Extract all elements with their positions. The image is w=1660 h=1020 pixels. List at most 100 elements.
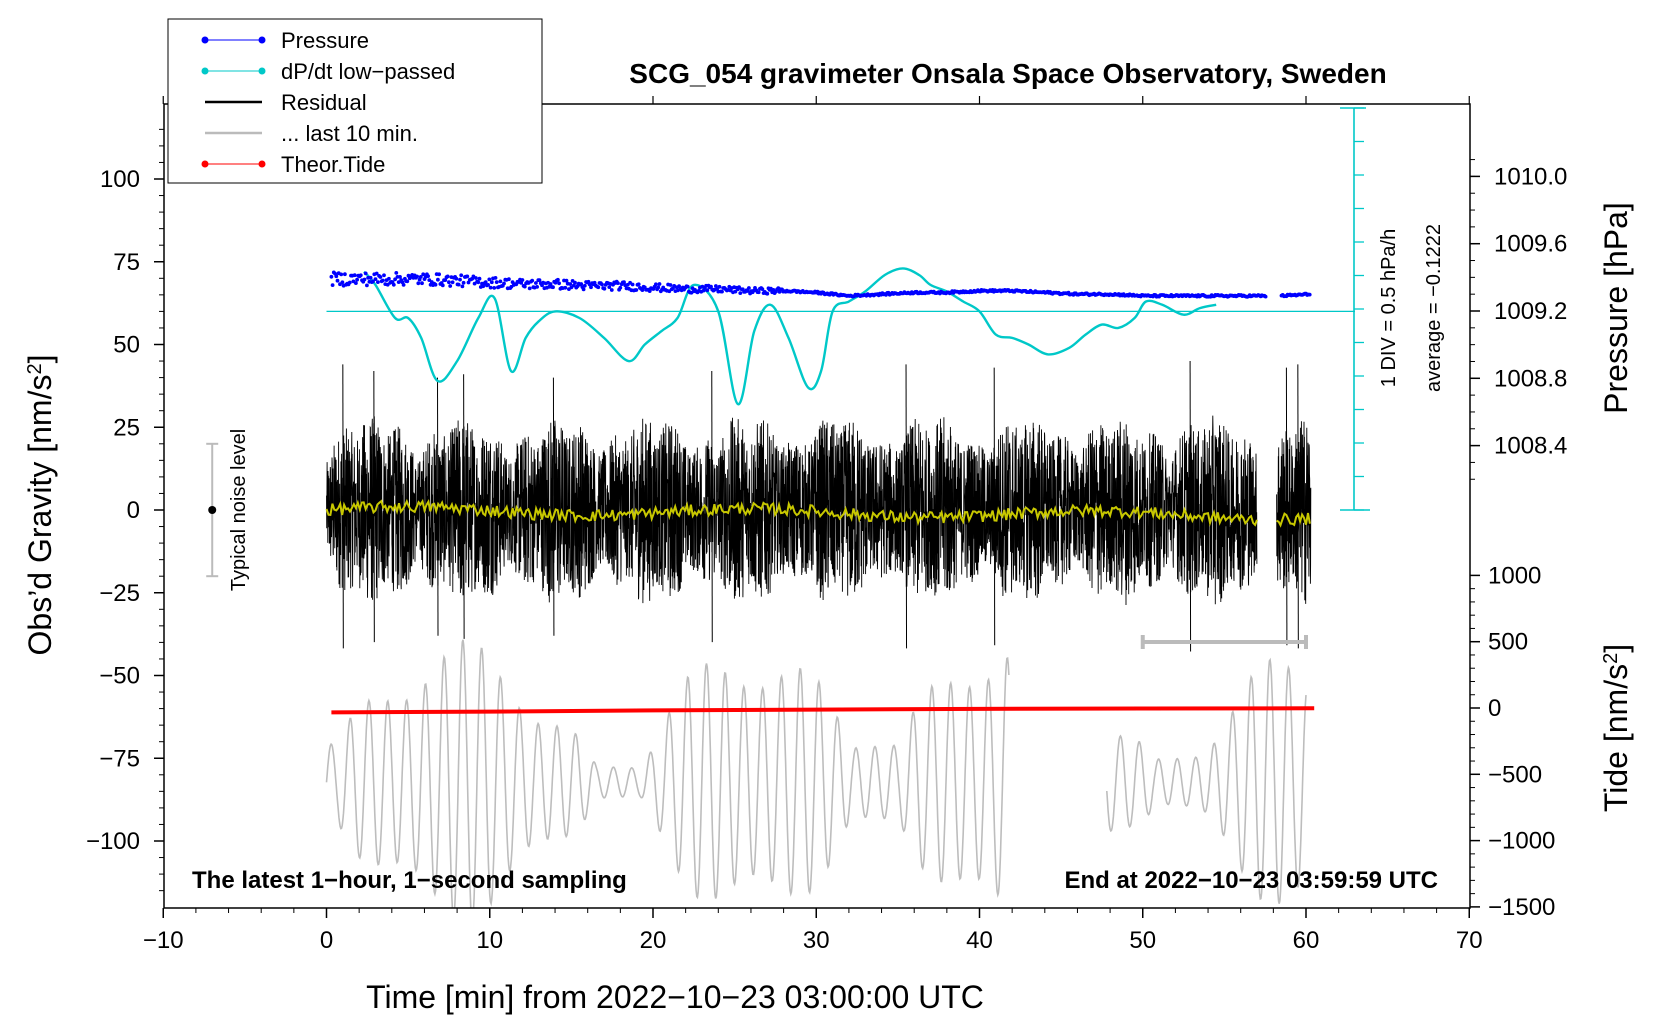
sampling-note: The latest 1−hour, 1−second sampling <box>192 867 627 894</box>
pressure-point <box>709 284 713 289</box>
pressure-point <box>760 287 765 291</box>
pressure-point <box>380 278 385 283</box>
pressure-point <box>498 279 503 284</box>
pressure-point <box>335 278 340 283</box>
pressure-point <box>450 280 455 285</box>
pressure-point <box>738 291 743 295</box>
pressure-point <box>607 285 612 289</box>
left-tick-label: −50 <box>99 663 140 690</box>
pressure-point <box>622 280 626 285</box>
pressure-point <box>492 286 497 290</box>
chart-title: SCG_054 gravimeter Onsala Space Observat… <box>629 58 1386 89</box>
pressure-point <box>363 271 368 276</box>
pressure-point <box>488 285 493 290</box>
pressure-point <box>443 278 448 282</box>
legend-marker <box>258 160 266 168</box>
left-tick-label: 25 <box>113 414 140 441</box>
pressure-point <box>398 275 402 279</box>
last-10-min-series <box>325 639 1307 908</box>
pressure-point <box>527 286 532 291</box>
residual-line <box>326 415 1258 606</box>
pressure-point <box>387 276 391 281</box>
pressure-point <box>415 274 419 279</box>
noise-level-indicator: Typical noise level <box>206 429 250 591</box>
pressure-point <box>714 284 718 288</box>
left-tick-label: −100 <box>86 828 140 855</box>
pressure-point <box>640 288 645 292</box>
pressure-point <box>568 282 573 286</box>
pressure-point <box>494 280 499 284</box>
pressure-point <box>519 281 524 285</box>
pressure-point <box>656 285 661 290</box>
pressure-point <box>401 283 406 287</box>
pressure-point <box>502 281 506 286</box>
pressure-series <box>329 270 1312 299</box>
tide-tick-label: −1500 <box>1488 894 1555 921</box>
legend: Pressure dP/dt low−passed Residual ... last… <box>167 18 543 184</box>
dpdt-average-note: average = −0.1222 <box>1423 224 1445 392</box>
pressure-point <box>616 281 620 285</box>
pressure-point <box>582 283 587 288</box>
pressure-point <box>657 282 662 286</box>
pressure-point <box>365 283 369 288</box>
pressure-point <box>347 280 352 285</box>
x-tick-label: 30 <box>803 927 830 954</box>
pressure-point <box>421 272 426 277</box>
pressure-point <box>720 289 724 294</box>
left-tick-label: −25 <box>99 580 140 607</box>
pressure-point <box>647 289 652 293</box>
pressure-point <box>548 282 553 286</box>
x-tick-label: 20 <box>640 927 667 954</box>
ten-minute-marker <box>1140 635 1308 649</box>
pressure-point <box>685 284 690 289</box>
pressure-point <box>329 274 334 279</box>
legend-label: Pressure <box>281 28 369 53</box>
last-10-min-line <box>325 639 1010 908</box>
pressure-point <box>600 282 604 287</box>
pressure-point <box>378 275 383 279</box>
pressure-point <box>589 285 593 290</box>
left-tick-label: 100 <box>100 166 140 193</box>
pressure-point <box>557 281 561 286</box>
legend-label: dP/dt low−passed <box>281 59 455 84</box>
pressure-point <box>416 281 421 286</box>
pressure-point <box>487 277 492 282</box>
pressure-point <box>602 286 607 291</box>
x-tick-label: 70 <box>1456 927 1483 954</box>
pressure-point <box>445 274 450 279</box>
pressure-point <box>440 283 445 288</box>
pressure-point <box>458 277 462 282</box>
dpdt-line <box>363 267 1217 406</box>
pressure-point <box>551 285 555 290</box>
noise-level-label: Typical noise level <box>228 429 250 591</box>
pressure-point <box>330 283 335 287</box>
pressure-point <box>737 285 741 289</box>
pressure-point <box>579 282 584 286</box>
pressure-point <box>530 278 535 283</box>
pressure-point <box>371 279 375 284</box>
pressure-point <box>437 272 441 277</box>
left-tick-label: 50 <box>113 332 140 359</box>
x-axis: −10 0 10 20 30 40 50 60 70 <box>143 96 1483 954</box>
pressure-point <box>420 281 424 286</box>
pressure-point <box>460 284 465 289</box>
pressure-point <box>396 280 401 284</box>
dpdt-scale-axis <box>1340 107 1370 511</box>
pressure-point <box>654 282 658 287</box>
pressure-point <box>362 277 367 282</box>
left-y-axis: 100 75 50 25 0 −25 −50 −75 −100 <box>86 128 164 892</box>
last-10-min-line <box>1106 657 1307 904</box>
pressure-point <box>436 277 440 282</box>
x-tick-label: 60 <box>1293 927 1320 954</box>
tide-tick-label: 0 <box>1488 695 1501 722</box>
legend-marker <box>258 36 266 44</box>
pressure-point <box>426 274 430 278</box>
pressure-tick-label: 1008.8 <box>1494 365 1567 392</box>
pressure-point <box>1263 294 1268 299</box>
pressure-tick-label: 1009.2 <box>1494 298 1567 325</box>
pressure-point <box>382 273 386 278</box>
pressure-point <box>717 284 722 289</box>
pressure-point <box>733 289 738 294</box>
residual-smoothed-line <box>325 498 1311 528</box>
